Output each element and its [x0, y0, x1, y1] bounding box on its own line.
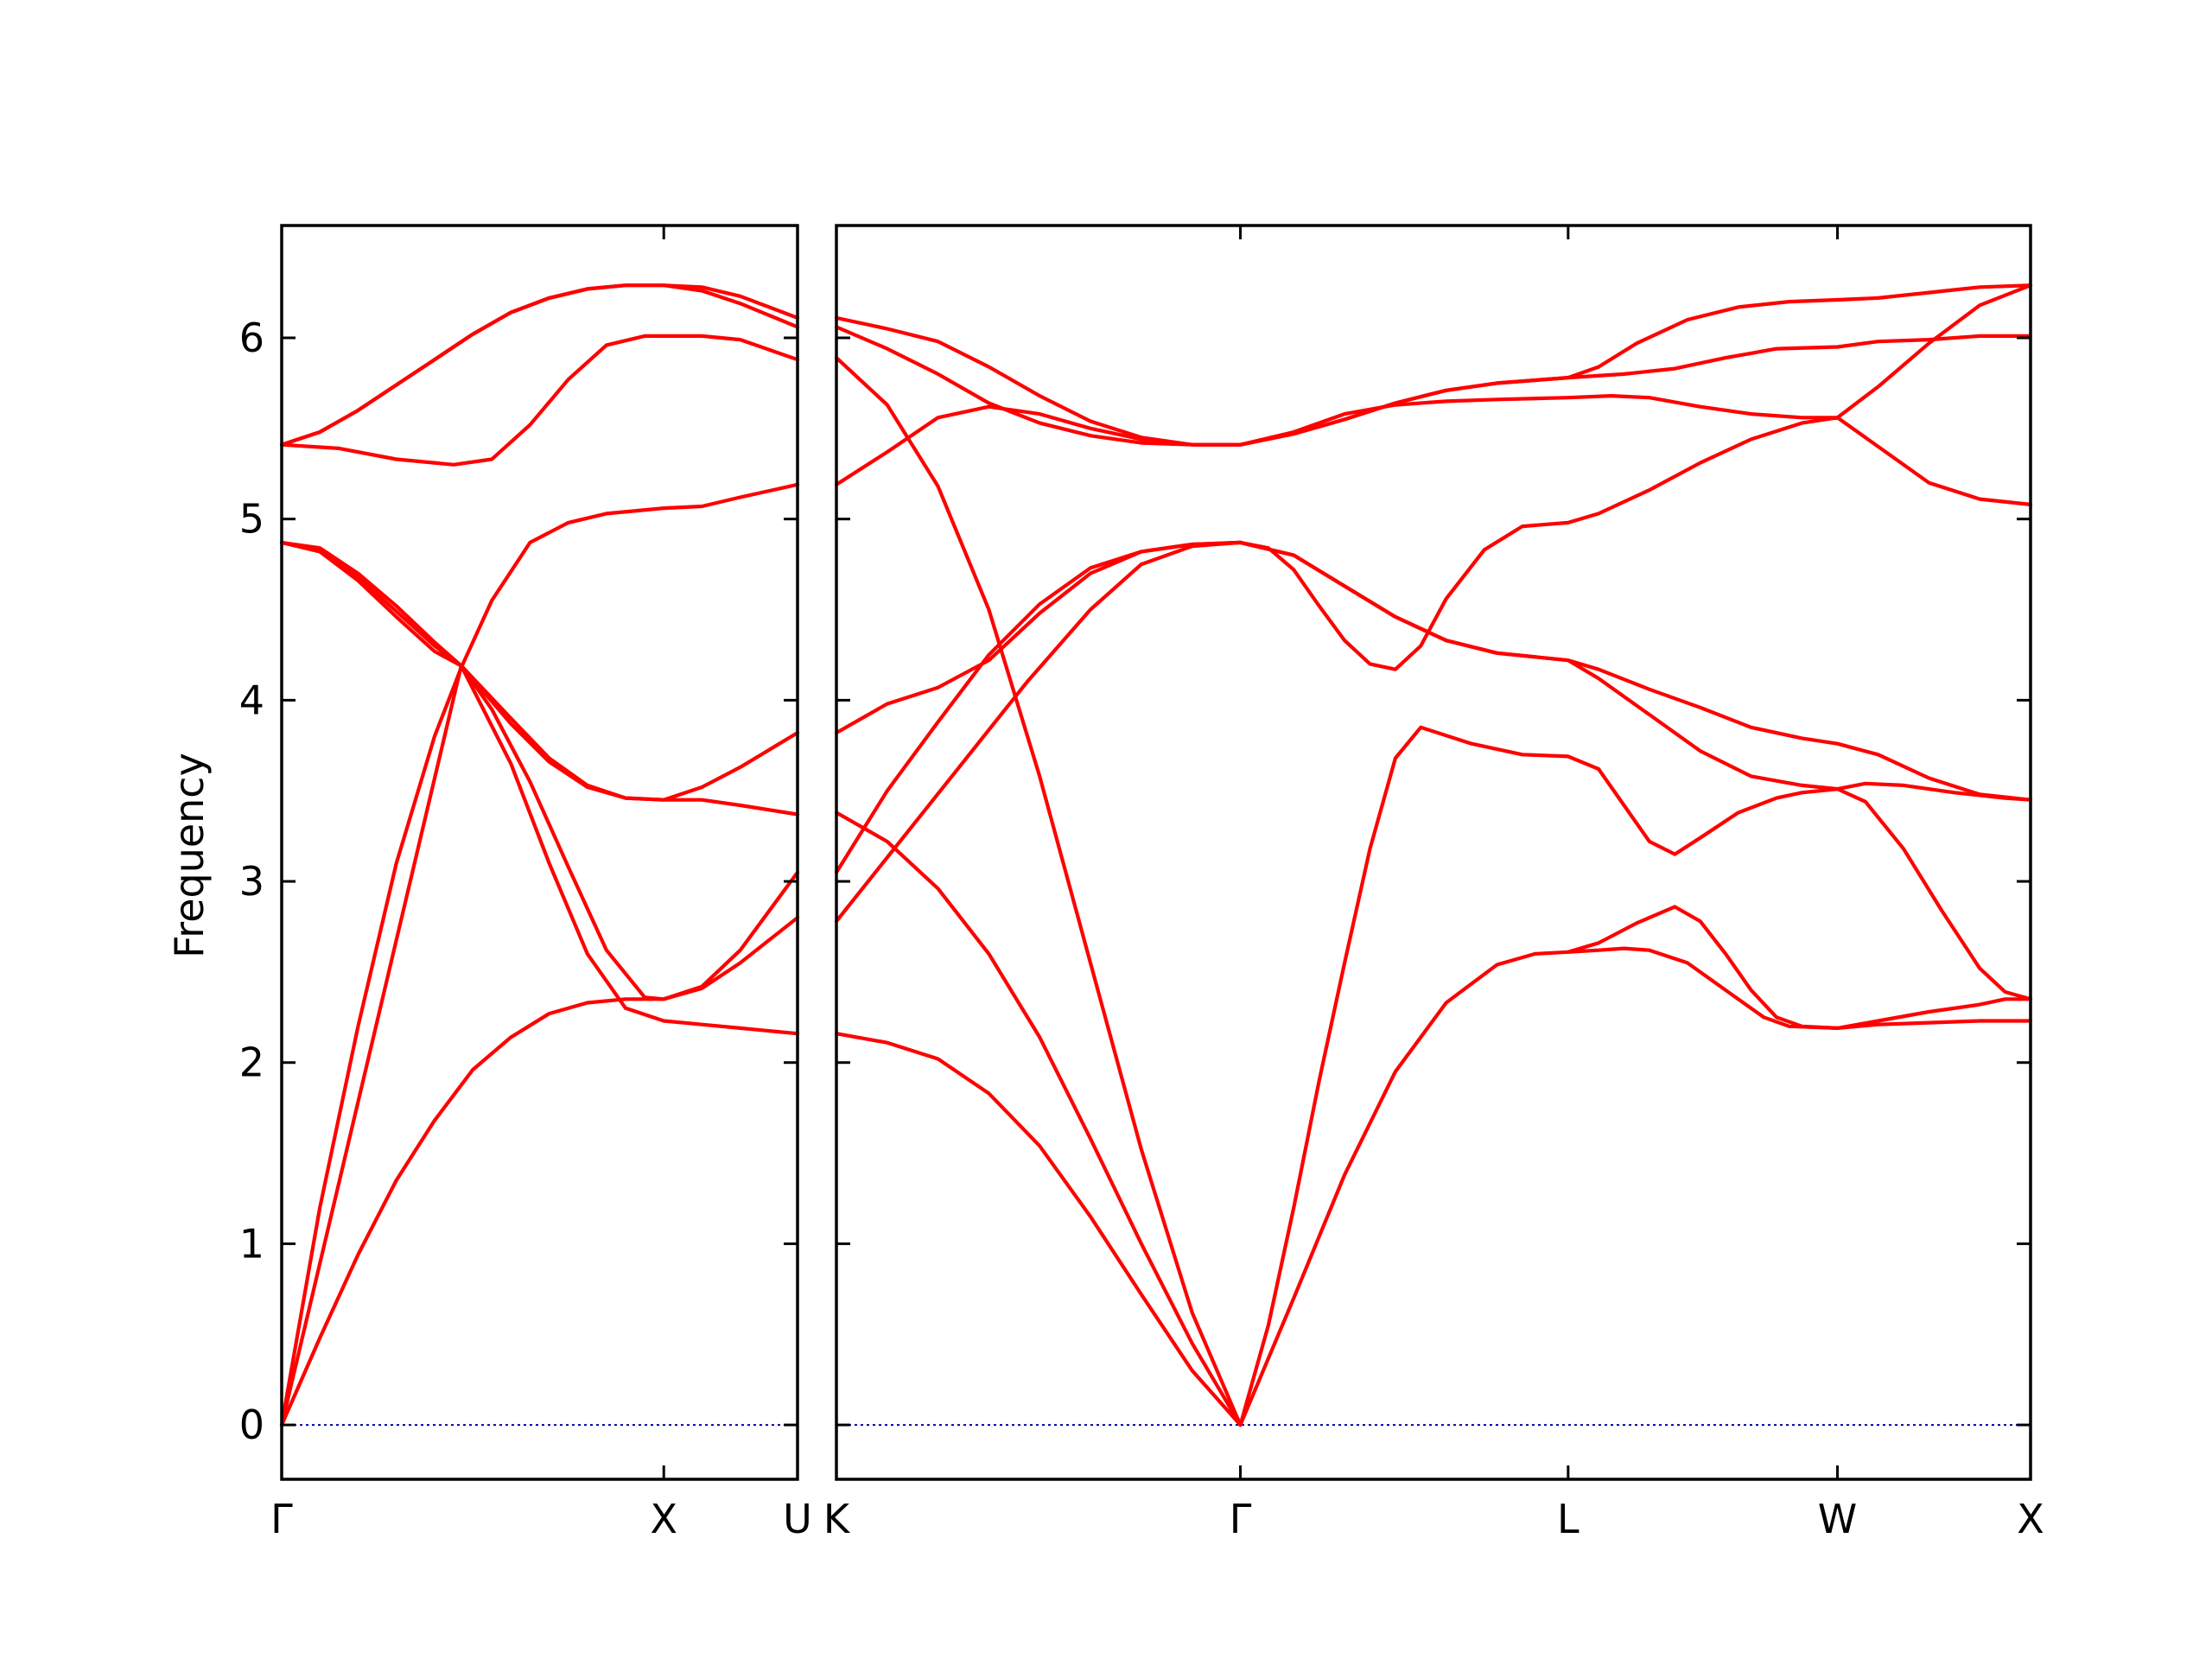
band-right-6 — [834, 540, 1243, 735]
y-tick-label: 5 — [239, 496, 264, 543]
x-tick-label: X — [650, 1496, 677, 1542]
band-right-10 — [1238, 725, 2033, 1427]
band-right-15 — [1238, 540, 2033, 1001]
y-tick-label: 3 — [239, 858, 264, 905]
panel-frame — [835, 224, 2032, 1481]
y-tick-label: 6 — [239, 315, 264, 361]
x-tick-label: U — [783, 1496, 812, 1542]
band-right-17 — [1238, 334, 2033, 447]
band-right-14 — [1238, 540, 2033, 802]
band-right-18 — [1238, 283, 2033, 447]
band-left-7 — [279, 334, 800, 467]
band-left-9 — [279, 283, 800, 447]
band-left-1 — [279, 915, 800, 1427]
band-right-9 — [834, 315, 1243, 447]
band-left-8 — [279, 283, 800, 447]
band-left-5 — [279, 540, 800, 802]
x-tick-label: K — [823, 1496, 851, 1542]
band-right-1 — [834, 1032, 1243, 1427]
band-right-13 — [1238, 416, 2033, 671]
band-right-16 — [1238, 283, 2033, 447]
band-right-12 — [1566, 905, 2033, 1030]
x-tick-label: L — [1557, 1496, 1580, 1542]
y-tick-label: 2 — [239, 1039, 264, 1086]
band-right-11 — [1238, 946, 2033, 1427]
x-tick-label: W — [1818, 1496, 1857, 1542]
band-left-2 — [279, 482, 800, 1427]
band-left-6 — [279, 664, 800, 1427]
y-tick-label: 1 — [239, 1220, 264, 1267]
y-tick-label: 4 — [239, 677, 264, 723]
x-tick-label: Γ — [1230, 1496, 1252, 1542]
band-right-5 — [834, 540, 1243, 874]
y-axis-label: Frequency — [166, 753, 213, 958]
band-left-3 — [279, 540, 800, 1036]
band-left-4 — [279, 540, 800, 817]
band-right-2 — [834, 810, 1243, 1427]
y-tick-label: 0 — [239, 1402, 264, 1448]
band-right-8 — [834, 325, 1243, 447]
x-tick-label: Γ — [270, 1496, 293, 1542]
panel-frame — [280, 224, 799, 1481]
x-tick-label: X — [2017, 1496, 2044, 1542]
band-right-3 — [834, 356, 1243, 1427]
y-tick-labels: 0 1 2 3 4 5 6 — [239, 315, 264, 1448]
band-right-4 — [834, 540, 1243, 924]
